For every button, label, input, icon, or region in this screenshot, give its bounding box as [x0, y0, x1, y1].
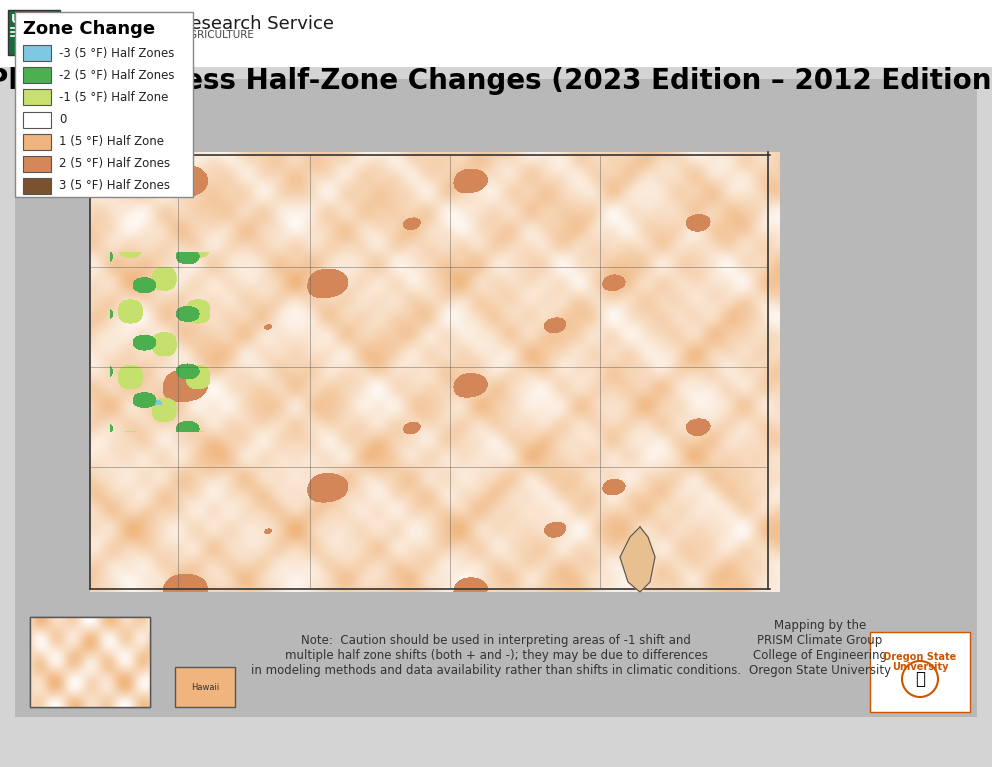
Bar: [175, 667, 235, 707]
Bar: [23, 178, 51, 194]
Bar: [15, 79, 977, 717]
Text: University: University: [892, 662, 948, 672]
Text: -2 (5 °F) Half Zones: -2 (5 °F) Half Zones: [59, 69, 175, 82]
Text: 3 (5 °F) Half Zones: 3 (5 °F) Half Zones: [59, 179, 170, 193]
Text: Plant Hardiness Half-Zone Changes (2023 Edition – 2012 Edition): Plant Hardiness Half-Zone Changes (2023 …: [0, 67, 992, 95]
Text: -3 (5 °F) Half Zones: -3 (5 °F) Half Zones: [59, 47, 175, 60]
Bar: [30, 617, 150, 707]
Text: 1 (5 °F) Half Zone: 1 (5 °F) Half Zone: [59, 135, 164, 148]
Text: U.S. DEPARTMENT OF AGRICULTURE: U.S. DEPARTMENT OF AGRICULTURE: [68, 30, 254, 40]
Text: Hawaii: Hawaii: [190, 683, 219, 692]
Bar: [23, 67, 51, 83]
Bar: [23, 90, 51, 105]
Bar: [23, 156, 51, 172]
Text: USDA: USDA: [11, 13, 50, 26]
Text: Note:  Caution should be used in interpreting areas of -1 shift and
multiple hal: Note: Caution should be used in interpre…: [251, 634, 741, 677]
Bar: [8, 10, 60, 55]
Bar: [870, 632, 970, 712]
Polygon shape: [620, 527, 655, 592]
Bar: [15, 79, 977, 717]
Bar: [23, 133, 51, 150]
Bar: [90, 152, 780, 592]
Text: -1 (5 °F) Half Zone: -1 (5 °F) Half Zone: [59, 91, 169, 104]
Bar: [0, 0, 992, 67]
Bar: [23, 45, 51, 61]
Text: 🦫: 🦫: [915, 670, 925, 688]
Text: Oregon State: Oregon State: [883, 652, 956, 662]
Bar: [30, 617, 150, 707]
Bar: [23, 111, 51, 127]
Text: 2 (5 °F) Half Zones: 2 (5 °F) Half Zones: [59, 157, 170, 170]
FancyBboxPatch shape: [15, 12, 193, 197]
Text: 0: 0: [59, 113, 66, 126]
Text: Mapping by the
PRISM Climate Group
College of Engineering
Oregon State Universit: Mapping by the PRISM Climate Group Colle…: [749, 619, 891, 677]
Text: Zone Change: Zone Change: [23, 20, 155, 38]
Text: Agricultural Research Service: Agricultural Research Service: [68, 15, 334, 33]
